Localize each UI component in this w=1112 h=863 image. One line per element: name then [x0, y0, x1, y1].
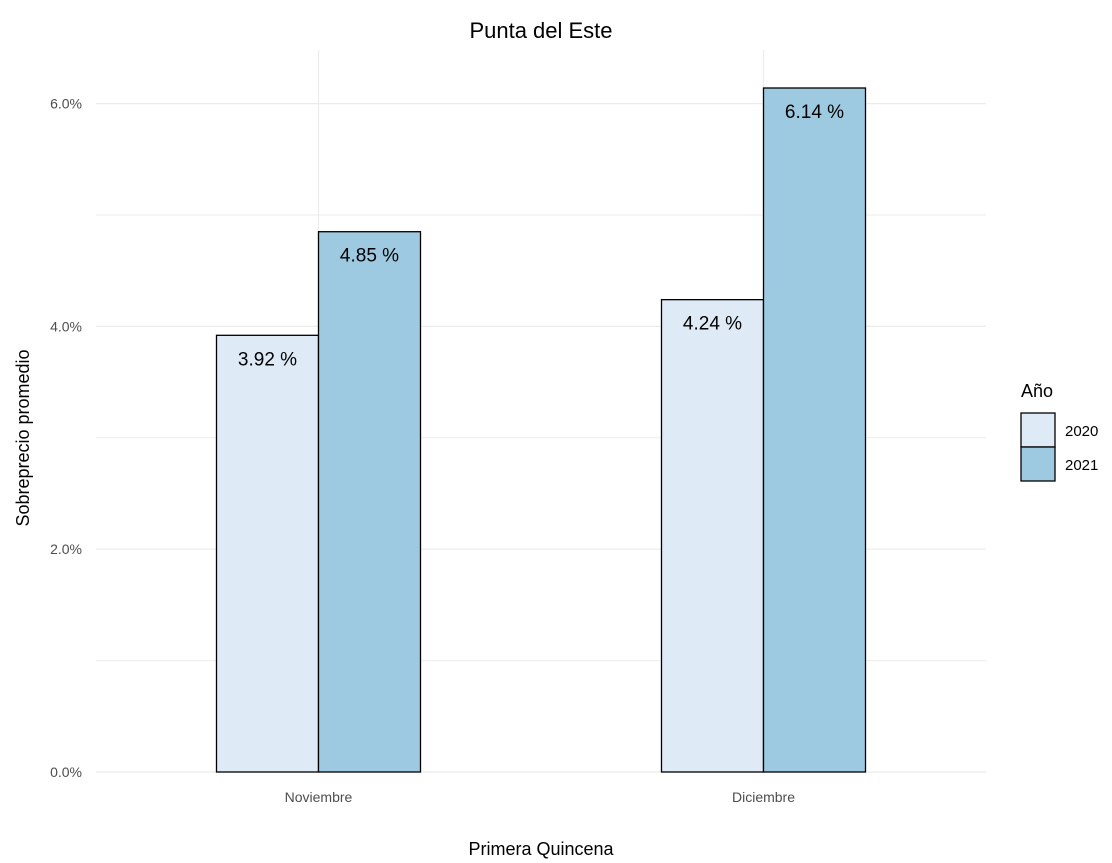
y-tick-label: 4.0% [50, 318, 82, 334]
x-axis-ticks: Noviembre Diciembre [285, 789, 796, 805]
bar [317, 231, 422, 773]
x-tick-label: Diciembre [732, 789, 795, 805]
legend-label: 2021 [1065, 457, 1098, 474]
y-axis-title: Sobreprecio promedio [13, 349, 33, 526]
bar-value-label: 4.24 % [683, 314, 742, 335]
legend-swatch [1020, 412, 1056, 448]
legend-title: Año [1021, 381, 1053, 401]
x-tick-label: Noviembre [285, 789, 353, 805]
y-tick-label: 0.0% [50, 764, 82, 780]
bar [762, 87, 867, 773]
bars [215, 87, 867, 773]
chart-title: Punta del Este [469, 18, 612, 43]
y-axis-ticks: 0.0% 2.0% 4.0% 6.0% [50, 96, 82, 780]
bar [215, 334, 320, 773]
data-labels: 3.92 % 4.24 % 4.85 % 6.14 % [238, 102, 844, 370]
legend: Año 2020 2021 [1020, 381, 1098, 482]
bar [660, 299, 765, 773]
y-tick-label: 2.0% [50, 541, 82, 557]
bar-value-label: 4.85 % [340, 246, 399, 267]
bar-value-label: 3.92 % [238, 349, 297, 370]
x-axis-title: Primera Quincena [468, 839, 614, 859]
bar-value-label: 6.14 % [785, 102, 844, 123]
y-tick-label: 6.0% [50, 96, 82, 112]
legend-swatch [1020, 446, 1056, 482]
legend-label: 2020 [1065, 423, 1098, 440]
